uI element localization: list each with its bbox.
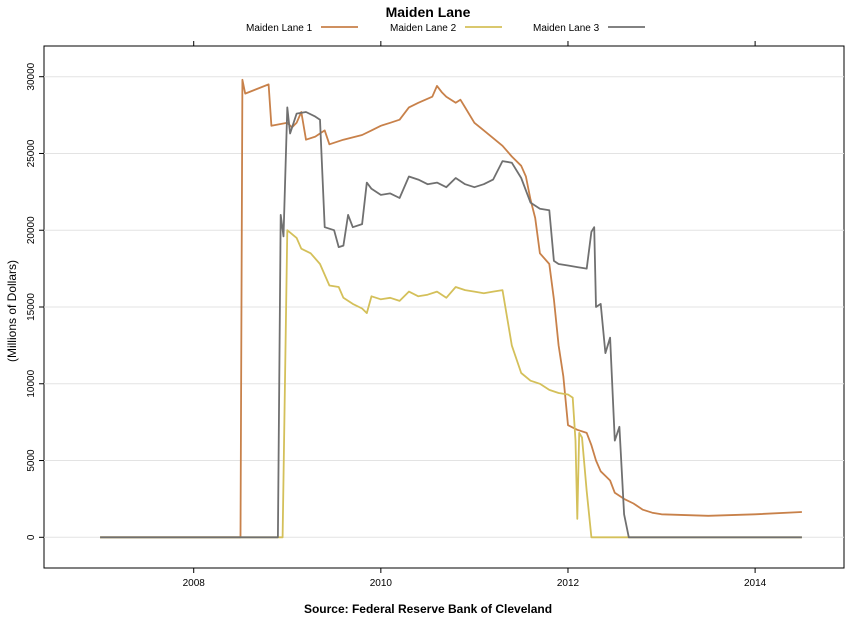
x-tick-label: 2012: [557, 578, 580, 589]
y-tick-label: 10000: [26, 369, 37, 397]
x-tick-label: 2014: [744, 578, 767, 589]
series-layer: [100, 78, 802, 539]
y-tick-label: 30000: [26, 62, 37, 90]
legend-label-2: Maiden Lane 2: [390, 23, 457, 34]
source-caption: Source: Federal Reserve Bank of Clevelan…: [304, 602, 552, 616]
gridlines: [44, 76, 844, 538]
y-axis: 0 5000 10000 15000 20000 25000 30000: [26, 62, 44, 540]
series-line-1: [100, 78, 802, 539]
y-tick-label: 0: [26, 534, 37, 540]
series-line-3: [100, 106, 802, 539]
y-tick-label: 20000: [26, 216, 37, 244]
series-line-2: [100, 229, 802, 539]
y-tick-label: 25000: [26, 139, 37, 167]
legend-label-1: Maiden Lane 1: [246, 23, 313, 34]
legend-label-3: Maiden Lane 3: [533, 23, 600, 34]
x-axis: 2008 2010 2012 2014: [183, 41, 767, 589]
chart-title: Maiden Lane: [386, 4, 471, 20]
x-tick-label: 2008: [183, 578, 206, 589]
legend: Maiden Lane 1 Maiden Lane 2 Maiden Lane 3: [246, 23, 645, 34]
y-axis-title: (Millions of Dollars): [5, 260, 19, 362]
y-tick-label: 15000: [26, 293, 37, 321]
y-tick-label: 5000: [26, 449, 37, 472]
x-tick-label: 2010: [370, 578, 393, 589]
